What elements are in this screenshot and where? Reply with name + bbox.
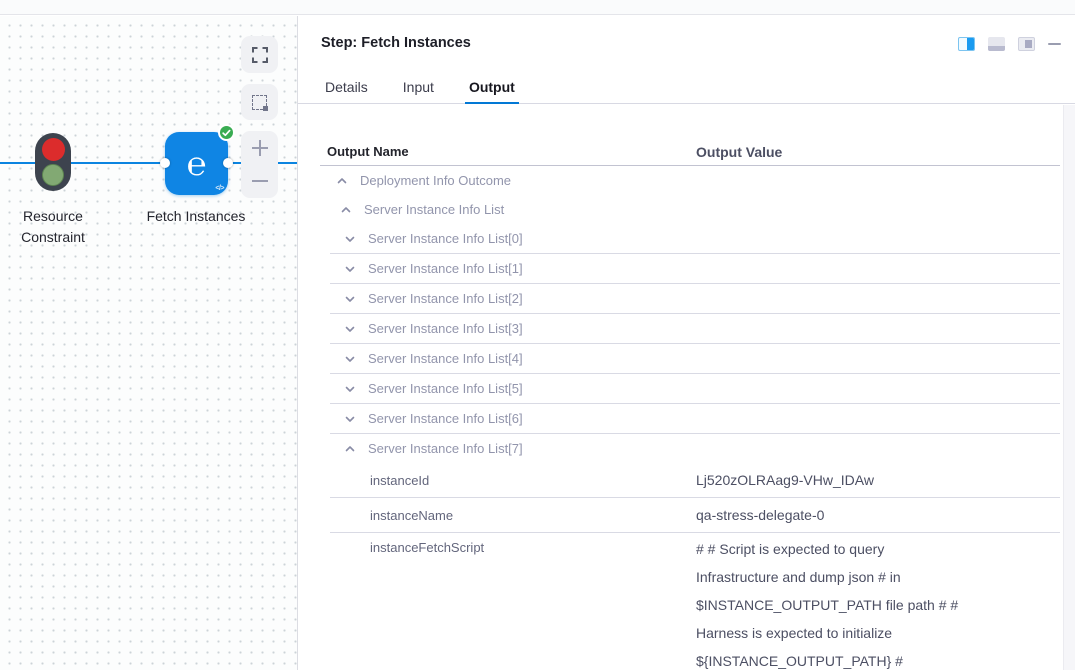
chevron-down-icon[interactable] (344, 233, 356, 245)
chevron-up-icon[interactable] (340, 204, 352, 216)
output-name: Server Instance Info List[3] (368, 321, 523, 336)
chevron-down-icon[interactable] (344, 293, 356, 305)
output-name: instanceFetchScript (370, 540, 485, 555)
chevron-down-icon[interactable] (344, 413, 356, 425)
panel-header-icons (958, 37, 1061, 51)
output-tree-row[interactable]: Server Instance Info List (320, 195, 1060, 224)
output-leaf-row: instanceName qa-stress-delegate-0 (320, 498, 1060, 532)
traffic-light-green-icon (42, 164, 64, 186)
chevron-down-icon[interactable] (344, 353, 356, 365)
output-name: Server Instance Info List[1] (368, 261, 523, 276)
zoom-to-fit-button[interactable] (241, 36, 278, 73)
harness-step-icon: ℮ (186, 145, 207, 182)
chevron-up-icon[interactable] (336, 175, 348, 187)
code-icon: </> (215, 185, 224, 192)
output-tree-row[interactable]: Server Instance Info List[7] (320, 434, 1060, 463)
output-tree-row[interactable]: Server Instance Info List[4] (320, 344, 1060, 373)
row-separator (330, 497, 1060, 498)
node-fetch-instances[interactable]: ℮ </> (160, 124, 235, 195)
layout-dock-bottom-icon[interactable] (988, 37, 1005, 51)
port-left[interactable] (160, 158, 170, 168)
success-badge-icon (218, 124, 235, 141)
output-table-body: Deployment Info Outcome Server Instance I… (320, 166, 1060, 670)
output-value: qa-stress-delegate-0 (696, 507, 825, 523)
panel-title: Step: Fetch Instances (321, 35, 471, 51)
row-separator (330, 532, 1060, 533)
scrollbar-track[interactable] (1063, 105, 1075, 670)
column-header-output-name: Output Name (327, 144, 409, 159)
minimize-icon[interactable] (1048, 42, 1061, 46)
marquee-icon (252, 94, 268, 111)
node-resource-constraint[interactable] (35, 133, 71, 191)
marquee-select-button[interactable] (241, 84, 278, 120)
tab-details[interactable]: Details (325, 79, 368, 95)
output-tree-row[interactable]: Deployment Info Outcome (320, 166, 1060, 195)
output-table: Output Name Output Value Deployment Info… (320, 138, 1060, 670)
chevron-down-icon[interactable] (344, 263, 356, 275)
chevron-up-icon[interactable] (344, 443, 356, 455)
row-separator (330, 283, 1060, 284)
output-name: Server Instance Info List[6] (368, 411, 523, 426)
row-separator (330, 343, 1060, 344)
layout-split-right-active-icon[interactable] (958, 37, 975, 51)
top-strip (0, 0, 1075, 15)
output-tree-row[interactable]: Server Instance Info List[6] (320, 404, 1060, 433)
plus-icon[interactable] (249, 137, 271, 159)
port-right[interactable] (223, 158, 233, 168)
output-name: Server Instance Info List[4] (368, 351, 523, 366)
output-name: Server Instance Info List (364, 202, 505, 217)
tab-output[interactable]: Output (464, 77, 519, 104)
pipeline-connector-line (0, 162, 297, 164)
column-header-output-value: Output Value (696, 144, 783, 160)
output-tree-row[interactable]: Server Instance Info List[2] (320, 284, 1060, 313)
node-label-fetch-instances: Fetch Instances (146, 208, 246, 224)
row-separator (330, 253, 1060, 254)
output-name: Deployment Info Outcome (360, 173, 512, 188)
row-separator (330, 313, 1060, 314)
step-details-panel: Step: Fetch Instances Details Input Output… (298, 16, 1075, 670)
row-separator (330, 433, 1060, 434)
node-label-resource-constraint: Resource Constraint (21, 208, 85, 245)
output-leaf-row: instanceFetchScript # # Script is expecte… (320, 533, 1060, 670)
zoom-control (241, 131, 278, 198)
chevron-down-icon[interactable] (344, 323, 356, 335)
output-name: instanceName (370, 507, 454, 523)
output-tree-row[interactable]: Server Instance Info List[5] (320, 374, 1060, 403)
output-name: Server Instance Info List[0] (368, 231, 523, 246)
output-tree-row[interactable]: Server Instance Info List[1] (320, 254, 1060, 283)
output-name: instanceId (370, 472, 430, 488)
tab-bar: Details Input Output (298, 77, 1075, 104)
layout-dock-right-icon[interactable] (1018, 37, 1035, 51)
minus-icon[interactable] (249, 170, 271, 192)
output-value: # # Script is expected to query Infrastru… (696, 541, 959, 669)
pipeline-canvas[interactable]: Resource Constraint ℮ </> Fetch Instance… (0, 16, 298, 670)
output-tree-row[interactable]: Server Instance Info List[0] (320, 224, 1060, 253)
row-separator (330, 373, 1060, 374)
traffic-light-red-icon (41, 138, 65, 161)
output-tree-row[interactable]: Server Instance Info List[3] (320, 314, 1060, 343)
row-separator (330, 403, 1060, 404)
expand-icon (251, 46, 268, 63)
output-name: Server Instance Info List[7] (368, 441, 523, 456)
output-value: Lj520zOLRAag9-VHw_IDAw (696, 472, 874, 488)
tab-input[interactable]: Input (402, 79, 434, 95)
chevron-down-icon[interactable] (344, 383, 356, 395)
output-name: Server Instance Info List[5] (368, 381, 523, 396)
output-name: Server Instance Info List[2] (368, 291, 523, 306)
output-table-header: Output Name Output Value (320, 138, 1060, 166)
output-leaf-row: instanceId Lj520zOLRAag9-VHw_IDAw (320, 463, 1060, 497)
